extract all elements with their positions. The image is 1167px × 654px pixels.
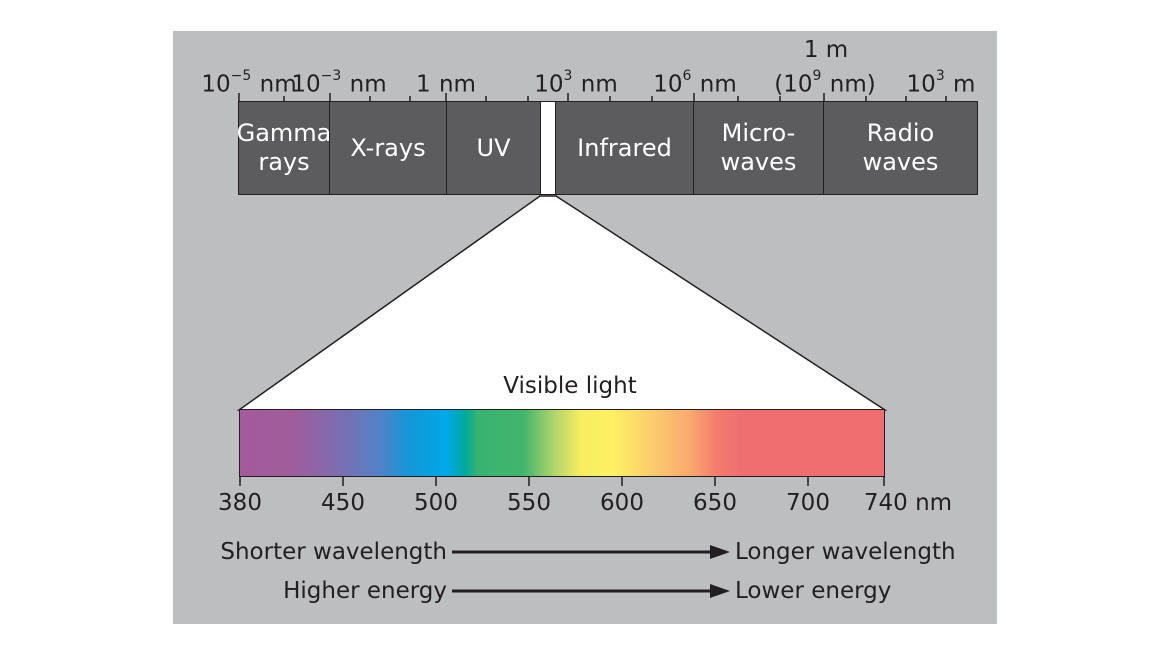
scale-label-1e9-nm: (109 nm) bbox=[774, 68, 876, 98]
wavelength-ticks bbox=[239, 477, 885, 486]
band-gamma-rays: Gamma rays bbox=[236, 101, 332, 195]
caption-higher-energy: Higher energy bbox=[283, 578, 447, 604]
visible-spectrum-gradient bbox=[239, 409, 885, 477]
scale-label-1e-5-nm: 10−5 nm bbox=[201, 68, 297, 98]
tick-label-600: 600 bbox=[600, 490, 644, 516]
band-label: Infrared bbox=[577, 133, 672, 162]
band-label: X-rays bbox=[350, 133, 426, 162]
tick-label-700: 700 bbox=[786, 490, 830, 516]
scale-label-1-nm: 1 nm bbox=[416, 71, 476, 98]
tick-label-450: 450 bbox=[321, 490, 365, 516]
visible-light-title: Visible light bbox=[503, 373, 637, 399]
scale-label-1e3-m: 103 m bbox=[906, 68, 976, 98]
band-microwaves: Micro- waves bbox=[693, 101, 824, 195]
caption-shorter-wavelength: Shorter wavelength bbox=[220, 539, 447, 565]
band-label: Gamma rays bbox=[236, 119, 332, 176]
caption-longer-wavelength: Longer wavelength bbox=[735, 539, 956, 565]
band-x-rays: X-rays bbox=[329, 101, 447, 195]
energy-arrow bbox=[452, 584, 730, 598]
band-uv: UV bbox=[446, 101, 541, 195]
caption-lower-energy: Lower energy bbox=[735, 578, 892, 604]
band-radio-waves: Radio waves bbox=[823, 101, 978, 195]
band-infrared: Infrared bbox=[555, 101, 694, 195]
wavelength-arrow bbox=[452, 545, 730, 559]
band-label: Radio waves bbox=[862, 119, 939, 176]
band-label: Micro- waves bbox=[720, 119, 797, 176]
one-meter-label: 1 m bbox=[803, 37, 849, 63]
tick-label-650: 650 bbox=[693, 490, 737, 516]
tick-label-550: 550 bbox=[507, 490, 551, 516]
band-label: UV bbox=[476, 133, 511, 162]
tick-label-380: 380 bbox=[218, 490, 262, 516]
tick-label-500: 500 bbox=[414, 490, 458, 516]
scale-ticks bbox=[238, 93, 947, 101]
scale-label-1e6-nm: 106 nm bbox=[653, 68, 737, 98]
scale-label-1e3-nm: 103 nm bbox=[534, 68, 618, 98]
scale-label-1e-3-nm: 10−3 nm bbox=[291, 68, 387, 98]
tick-label-740-nm: 740 nm bbox=[863, 490, 953, 516]
visible-zoom-wedge bbox=[236, 195, 888, 411]
